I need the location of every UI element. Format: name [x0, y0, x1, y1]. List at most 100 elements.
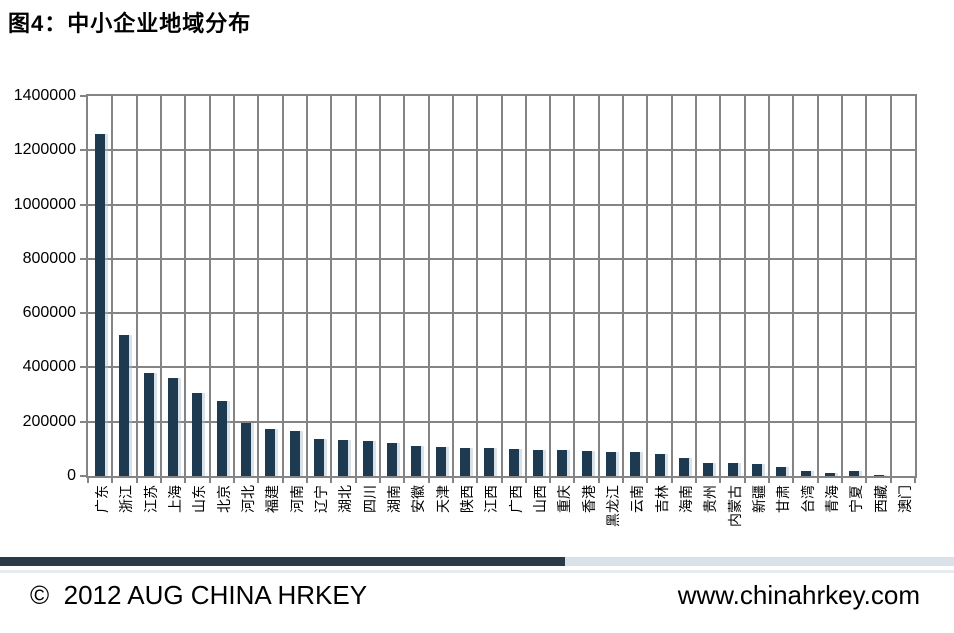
x-axis-tick [136, 478, 138, 483]
x-axis-label: 海南 [672, 482, 696, 554]
x-axis-label: 贵州 [696, 482, 720, 554]
bar [338, 440, 348, 476]
x-axis-label-text: 江苏 [142, 485, 159, 513]
x-axis-label: 湖南 [380, 482, 404, 554]
x-axis-label-text: 河南 [288, 485, 305, 513]
x-axis-label: 广东 [88, 482, 112, 554]
vertical-gridline [452, 96, 454, 476]
x-axis-label: 江苏 [137, 482, 161, 554]
x-axis-tick [282, 478, 284, 483]
x-axis-tick [890, 478, 892, 483]
bar [363, 441, 373, 476]
x-axis-tick [865, 478, 867, 483]
x-axis-label: 上海 [161, 482, 185, 554]
vertical-gridline [428, 96, 430, 476]
vertical-gridline [549, 96, 551, 476]
x-axis-tick [355, 478, 357, 483]
x-axis-label: 香港 [574, 482, 598, 554]
x-axis-label: 湖北 [331, 482, 355, 554]
x-axis-label: 天津 [429, 482, 453, 554]
y-axis-label: 200000 [22, 413, 76, 430]
vertical-gridline [355, 96, 357, 476]
vertical-gridline [622, 96, 624, 476]
x-axis-label-text: 贵州 [702, 485, 719, 513]
x-axis-label-text: 吉林 [653, 485, 670, 513]
x-axis-tick [817, 478, 819, 483]
bar [217, 401, 227, 476]
bar [655, 454, 665, 476]
x-axis-label: 新疆 [745, 482, 769, 554]
bar [679, 458, 689, 476]
vertical-gridline [768, 96, 770, 476]
x-axis-label-text: 陕西 [459, 485, 475, 513]
vertical-gridline [282, 96, 284, 476]
y-axis-label: 800000 [22, 250, 76, 267]
x-axis-label-text: 香港 [580, 485, 597, 513]
bar [703, 463, 713, 476]
x-axis-label: 北京 [210, 482, 234, 554]
y-axis-tick [80, 366, 86, 368]
vertical-gridline [792, 96, 794, 476]
bar [265, 429, 275, 476]
bar [290, 431, 300, 476]
y-axis-label: 400000 [22, 358, 76, 375]
x-axis-tick [744, 478, 746, 483]
vertical-gridline [865, 96, 867, 476]
vertical-gridline [476, 96, 478, 476]
x-axis-tick [428, 478, 430, 483]
bar [630, 452, 640, 476]
x-axis-tick [768, 478, 770, 483]
x-axis-label-text: 青海 [823, 485, 840, 513]
x-axis-label: 辽宁 [307, 482, 331, 554]
bar [314, 439, 324, 476]
bar [460, 448, 470, 476]
footer-divider-dark [0, 557, 565, 566]
vertical-gridline [525, 96, 527, 476]
x-axis-label: 宁夏 [842, 482, 866, 554]
plot-inner [88, 96, 915, 476]
x-axis-label: 西藏 [866, 482, 890, 554]
x-axis-label-text: 甘肃 [775, 485, 792, 513]
x-axis-label-text: 福建 [264, 485, 281, 513]
bar [825, 473, 835, 476]
bar [557, 450, 567, 476]
x-axis-label-text: 新疆 [750, 485, 767, 513]
x-axis-tick [184, 478, 186, 483]
x-axis-label: 青海 [818, 482, 842, 554]
x-axis-tick [792, 478, 794, 483]
x-axis-label: 浙江 [112, 482, 136, 554]
y-axis-tick [80, 312, 86, 314]
vertical-gridline [817, 96, 819, 476]
y-axis-tick [80, 95, 86, 97]
bar [606, 452, 616, 476]
y-axis-tick [80, 204, 86, 206]
x-axis-tick [573, 478, 575, 483]
bar [144, 373, 154, 476]
vertical-gridline [160, 96, 162, 476]
bar [119, 335, 129, 476]
x-axis-tick [403, 478, 405, 483]
vertical-gridline [379, 96, 381, 476]
x-axis-tick [160, 478, 162, 483]
x-axis-label: 广西 [502, 482, 526, 554]
x-axis-label-text: 海南 [677, 485, 694, 513]
vertical-gridline [184, 96, 186, 476]
x-axis-tick [719, 478, 721, 483]
vertical-gridline [501, 96, 503, 476]
vertical-gridline [403, 96, 405, 476]
x-axis-label-text: 内蒙古 [726, 485, 743, 527]
bar [582, 451, 592, 476]
x-axis-tick [87, 478, 89, 483]
vertical-gridline [209, 96, 211, 476]
bar [874, 475, 884, 476]
x-axis-label: 澳门 [891, 482, 915, 554]
x-axis-tick [695, 478, 697, 483]
y-axis-tick [80, 475, 86, 477]
x-axis-label-text: 江西 [483, 485, 500, 513]
x-axis-tick [476, 478, 478, 483]
x-axis-tick [841, 478, 843, 483]
bar [849, 471, 859, 476]
x-axis-label: 江西 [477, 482, 501, 554]
bar [411, 446, 421, 476]
